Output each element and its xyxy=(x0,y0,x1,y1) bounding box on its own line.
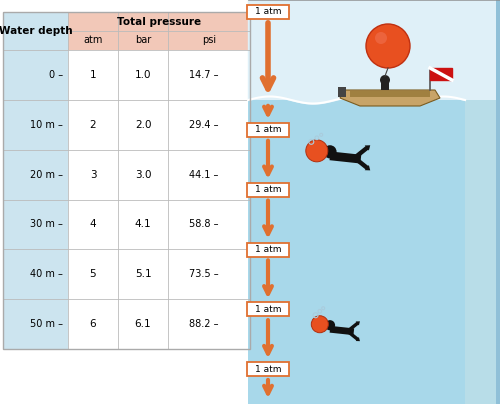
Text: 6.1: 6.1 xyxy=(134,319,152,329)
Bar xyxy=(248,100,500,404)
Text: 1: 1 xyxy=(90,70,96,80)
Circle shape xyxy=(324,145,336,158)
Text: 73.5 –: 73.5 – xyxy=(189,269,219,279)
Text: 3.0: 3.0 xyxy=(135,170,151,180)
Polygon shape xyxy=(430,68,452,80)
Text: 50 m –: 50 m – xyxy=(30,319,63,329)
Text: 2.0: 2.0 xyxy=(135,120,151,130)
Text: 58.8 –: 58.8 – xyxy=(189,219,219,229)
FancyArrow shape xyxy=(330,326,354,335)
Text: 1 atm: 1 atm xyxy=(255,245,281,254)
Circle shape xyxy=(312,316,328,333)
Text: 5: 5 xyxy=(90,269,96,279)
Text: 4: 4 xyxy=(90,219,96,229)
Bar xyxy=(3,12,68,349)
Text: 30 m –: 30 m – xyxy=(30,219,63,229)
Bar xyxy=(68,12,250,50)
Text: 1 atm: 1 atm xyxy=(255,185,281,194)
Text: 1 atm: 1 atm xyxy=(255,364,281,374)
Bar xyxy=(465,100,500,404)
Text: 2: 2 xyxy=(90,120,96,130)
Text: Total pressure: Total pressure xyxy=(117,17,201,27)
FancyArrow shape xyxy=(348,331,360,341)
Text: 1 atm: 1 atm xyxy=(255,125,281,135)
Text: 5.1: 5.1 xyxy=(134,269,152,279)
Bar xyxy=(381,80,389,90)
Bar xyxy=(3,12,250,349)
Bar xyxy=(496,0,500,404)
Text: 88.2 –: 88.2 – xyxy=(189,319,219,329)
Text: bar: bar xyxy=(135,35,151,45)
Text: 1 atm: 1 atm xyxy=(255,8,281,17)
Text: 10 m –: 10 m – xyxy=(30,120,63,130)
Text: 1.0: 1.0 xyxy=(135,70,151,80)
Bar xyxy=(3,12,250,349)
FancyBboxPatch shape xyxy=(247,5,289,19)
Text: 0 –: 0 – xyxy=(49,70,63,80)
Circle shape xyxy=(366,24,410,68)
Text: 3: 3 xyxy=(90,170,96,180)
FancyArrow shape xyxy=(348,321,360,332)
FancyBboxPatch shape xyxy=(247,302,289,316)
Circle shape xyxy=(325,320,335,330)
Text: 1 atm: 1 atm xyxy=(255,305,281,314)
FancyBboxPatch shape xyxy=(247,183,289,197)
Text: 4.1: 4.1 xyxy=(134,219,152,229)
FancyBboxPatch shape xyxy=(247,242,289,257)
FancyArrow shape xyxy=(330,152,362,164)
Text: psi: psi xyxy=(202,35,216,45)
FancyBboxPatch shape xyxy=(247,123,289,137)
Text: Water depth: Water depth xyxy=(0,26,72,36)
Text: 44.1 –: 44.1 – xyxy=(190,170,218,180)
Text: 20 m –: 20 m – xyxy=(30,170,63,180)
FancyBboxPatch shape xyxy=(247,362,289,376)
Polygon shape xyxy=(350,91,430,97)
Circle shape xyxy=(375,32,387,44)
Circle shape xyxy=(380,75,390,85)
Text: 29.4 –: 29.4 – xyxy=(189,120,219,130)
Text: 14.7 –: 14.7 – xyxy=(189,70,219,80)
Bar xyxy=(248,0,500,100)
Bar xyxy=(338,87,346,97)
Text: atm: atm xyxy=(84,35,102,45)
Polygon shape xyxy=(340,90,440,106)
FancyArrow shape xyxy=(354,157,370,170)
Text: 40 m –: 40 m – xyxy=(30,269,63,279)
Circle shape xyxy=(306,140,328,162)
Text: 6: 6 xyxy=(90,319,96,329)
FancyArrow shape xyxy=(354,145,370,158)
